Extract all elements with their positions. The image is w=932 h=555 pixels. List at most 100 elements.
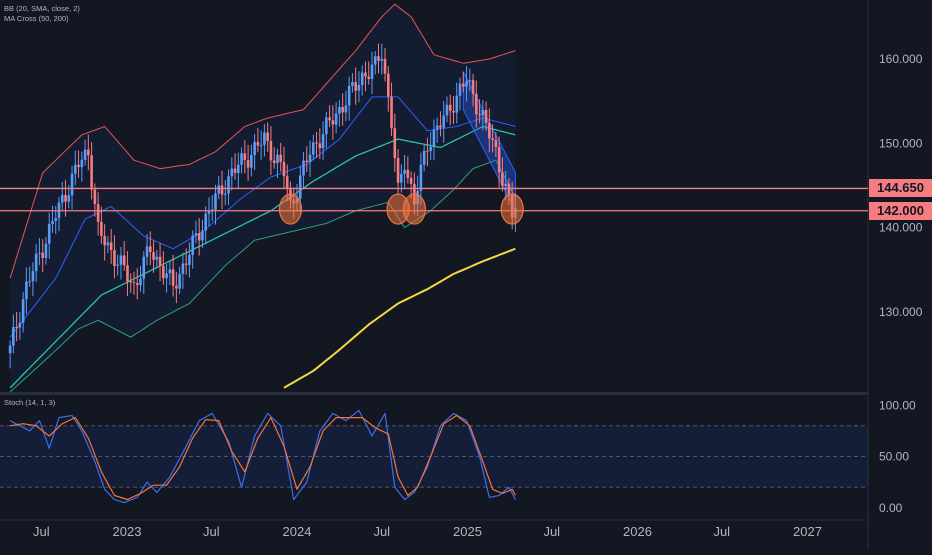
candle-body [481,109,485,116]
candle-body [419,164,423,191]
candle-body [67,195,71,202]
candle-body [377,56,380,61]
candle-body [484,109,488,123]
candle-body [87,149,90,156]
candle-body [155,256,159,260]
candle-body [344,105,348,113]
price-tick-label: 140.000 [879,221,923,235]
pane-separator [0,392,868,395]
candle-body [393,128,397,159]
stoch-tick-label: 100.00 [879,398,916,412]
candle-body [44,243,48,258]
candle-body [223,193,227,195]
candle-body [158,256,162,266]
time-tick-label: 2025 [453,524,482,539]
candle-body [269,141,273,161]
candle-body [34,253,38,272]
candle-body [148,246,152,253]
candle-body [64,194,67,202]
candle-body [282,161,286,177]
candle-body [184,263,188,265]
candle-body [178,273,181,289]
candle-body [227,176,230,194]
candle-body [471,80,475,94]
candle-body [435,125,439,130]
candle-body [426,150,429,152]
time-tick-label: Jul [33,524,50,539]
candle-body [191,235,194,256]
candle-body [217,185,221,194]
time-tick-label: Jul [543,524,560,539]
candle-body [253,142,256,155]
candle-body [475,93,478,115]
candle-body [28,281,31,283]
candle-body [364,72,367,77]
candle-body [501,172,504,186]
candle-body [259,144,263,146]
candle-body [113,250,116,266]
candle-body [132,282,136,284]
candle-body [100,221,103,236]
candle-body [220,185,224,195]
candle-body [491,138,494,140]
candle-body [357,84,361,91]
candle-body [263,132,266,145]
time-tick-label: 2026 [623,524,652,539]
candle-body [90,155,93,190]
support-marker [278,193,303,225]
candle-body [465,81,468,87]
candle-body [334,113,338,125]
candle-body [488,122,491,139]
candle-body [233,168,237,173]
stoch-d-line [9,414,516,501]
time-tick-label: Jul [713,524,730,539]
candle-body [468,80,472,82]
stoch-legend: Stoch (14, 1, 3) [4,398,56,407]
support-marker [500,193,524,225]
candle-body [308,154,312,162]
candle-body [246,160,250,168]
candle-body [504,183,507,186]
candle-body [41,252,44,258]
candle-body [168,269,172,274]
price-tick-label: 130.000 [879,305,923,319]
time-tick-label: 2027 [793,524,822,539]
candle-body [119,255,123,265]
candle-body [96,204,100,222]
candle-body [494,139,498,148]
candle-body [305,160,309,162]
candle-body [38,252,41,254]
candle-body [360,72,364,85]
candle-body [439,125,442,128]
candle-body [325,117,328,135]
candle-body [142,256,146,279]
candle-body [458,83,462,96]
candle-body [461,83,465,87]
candle-body [18,322,22,328]
candle-body [432,129,436,147]
bb-upper-line [9,3,516,279]
candle-body [243,153,247,161]
candle-body [400,173,403,183]
price-tick-label: 150.000 [879,136,923,150]
candle-body [448,104,452,111]
candle-body [390,96,393,129]
candle-body [74,164,77,174]
time-tick-label: Jul [373,524,390,539]
candle-body [25,281,28,300]
candle-body [373,56,377,65]
ma-fast-line [9,125,516,389]
candle-body [351,82,354,86]
candle-body [214,193,217,210]
candle-body [15,327,18,329]
candle-body [237,164,240,173]
candle-body [207,211,211,214]
candle-body [318,143,322,149]
candle-body [256,142,260,146]
candle-body [152,252,155,260]
candle-body [204,213,208,231]
candle-body [285,176,289,188]
candle-body [328,117,331,121]
